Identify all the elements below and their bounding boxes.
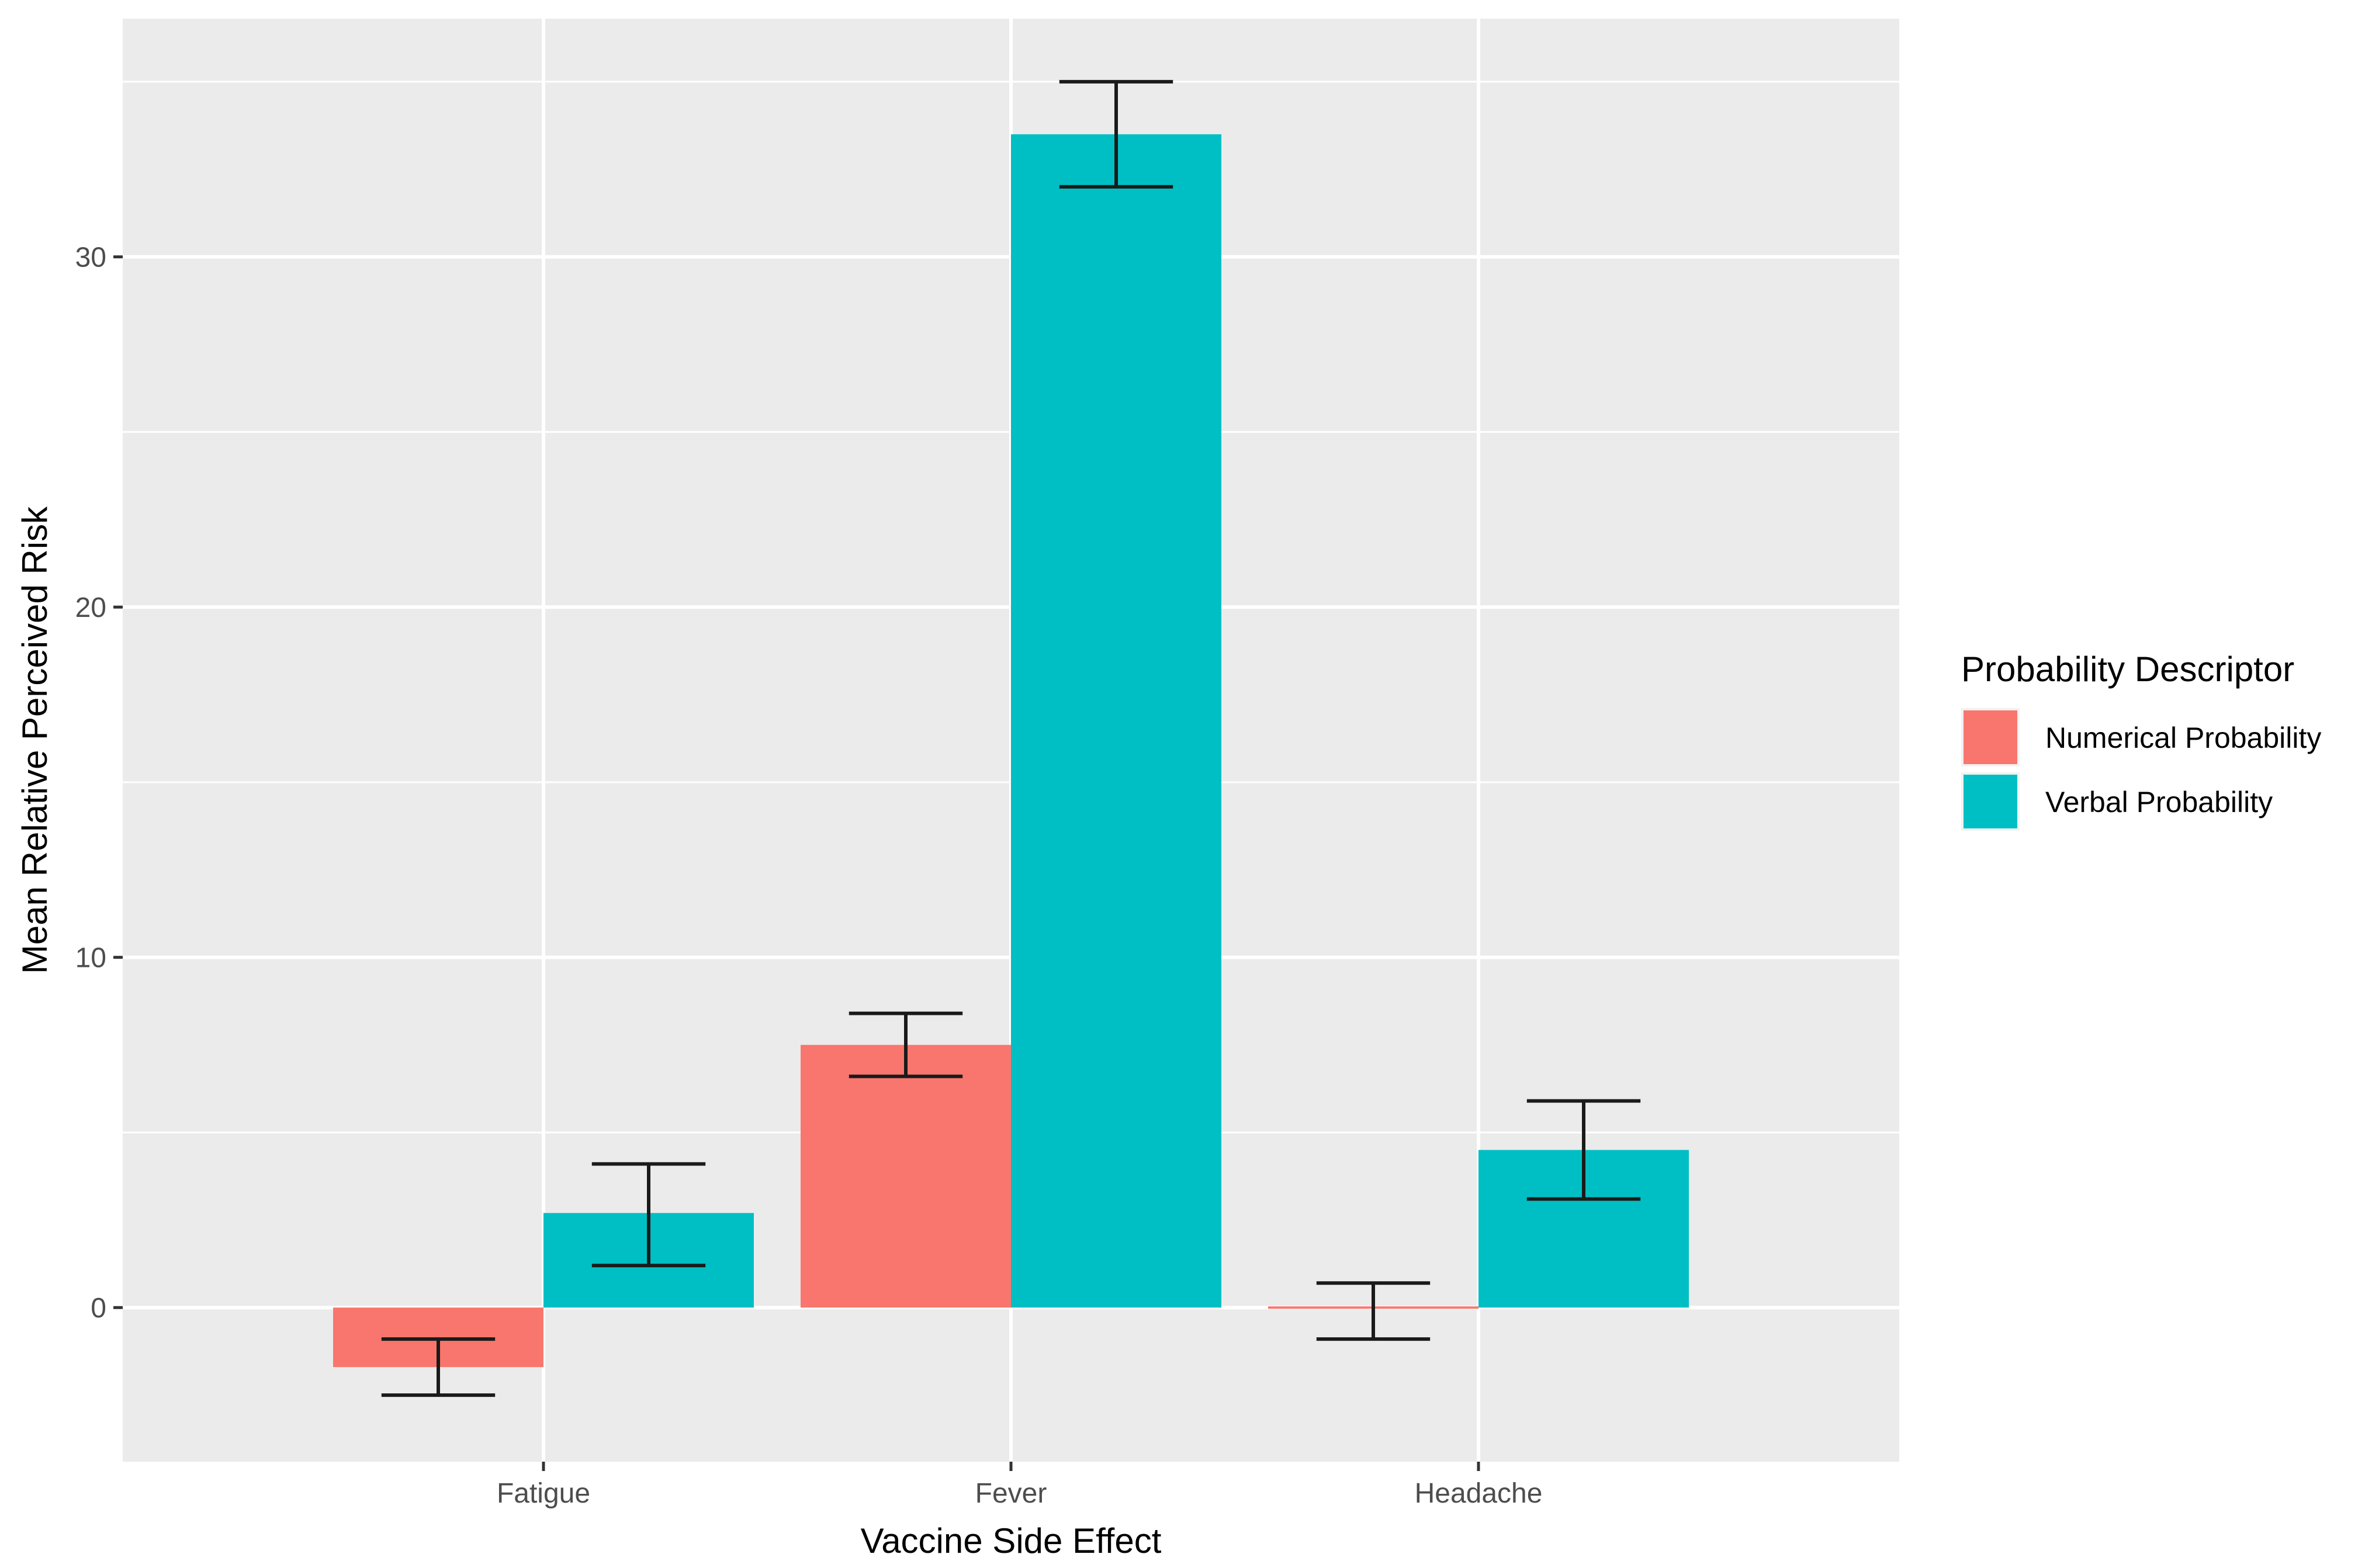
error-bar-verbal-probability-fever (1059, 79, 1173, 189)
error-bar-numerical-probability-fever (849, 1011, 963, 1078)
y-axis-ticks: 0 10 20 30 (75, 242, 123, 1324)
x-tick-label-headache: Headache (1415, 1478, 1543, 1509)
bar-verbal-probability-fever (1011, 134, 1221, 1308)
y-tick-label: 30 (75, 242, 106, 273)
bar-numerical-probability-fever (801, 1045, 1011, 1308)
y-axis-title: Mean Relative Perceived Risk (15, 506, 54, 974)
legend-label: Numerical Probability (2045, 721, 2321, 754)
legend: Probability Descriptor Numerical Probabi… (1961, 650, 2321, 831)
legend-item-verbal-probability: Verbal Probability (1961, 772, 2273, 831)
x-axis-title: Vaccine Side Effect (861, 1521, 1162, 1560)
legend-swatch (1964, 710, 2017, 764)
legend-label: Verbal Probability (2045, 786, 2273, 818)
y-tick-label: 0 (91, 1293, 106, 1324)
error-bars (381, 79, 1641, 1397)
legend-item-numerical-probability: Numerical Probability (1961, 708, 2321, 766)
x-tick-label-fever: Fever (975, 1478, 1047, 1509)
x-tick-label-fatigue: Fatigue (497, 1478, 590, 1509)
legend-items: Numerical Probability Verbal Probability (1961, 708, 2321, 831)
error-bar-numerical-probability-fatigue (381, 1337, 496, 1397)
y-tick-label: 10 (75, 943, 106, 974)
error-bar-verbal-probability-headache (1526, 1099, 1641, 1201)
error-bar-numerical-probability-headache (1316, 1281, 1431, 1341)
x-axis-ticks: Fatigue Fever Headache (497, 1462, 1542, 1509)
y-tick-label: 20 (75, 592, 106, 623)
legend-title: Probability Descriptor (1961, 650, 2294, 689)
error-bar-verbal-probability-fatigue (591, 1162, 706, 1268)
legend-swatch (1964, 775, 2017, 828)
